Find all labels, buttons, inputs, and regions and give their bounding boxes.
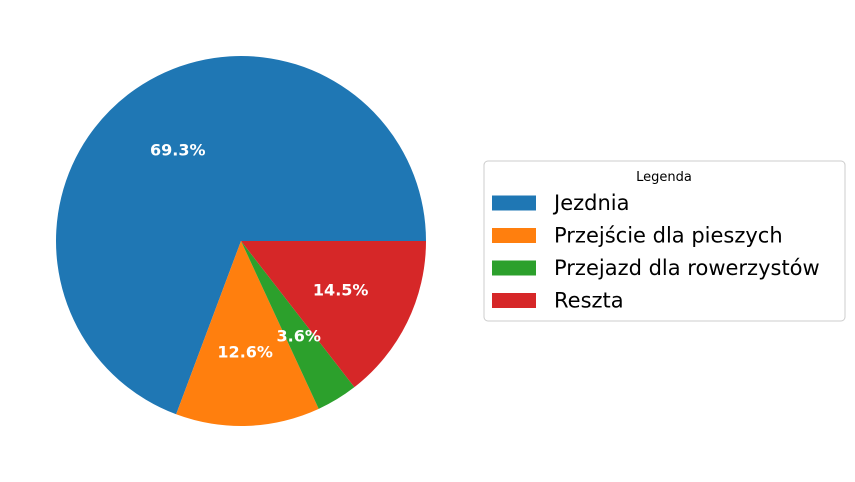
- legend-swatch-3: [492, 260, 536, 276]
- slice-percent-label-3: 3.6%: [277, 326, 321, 345]
- slice-percent-label-2: 12.6%: [217, 342, 273, 361]
- legend-label-2: Przejście dla pieszych: [554, 224, 783, 248]
- legend-label-3: Przejazd dla rowerzystów: [554, 256, 820, 280]
- pie-slice-2: [176, 241, 319, 427]
- slice-percent-label-1: 69.3%: [150, 140, 206, 159]
- legend-swatch-1: [492, 195, 536, 211]
- legend-items: Jezdnia Przejście dla pieszych Przejazd dl…: [492, 191, 820, 313]
- legend-label-1: Jezdnia: [552, 191, 629, 215]
- legend-title: Legenda: [636, 170, 692, 185]
- pie-slices: [55, 56, 426, 427]
- pie-slice-3: [241, 241, 355, 409]
- slice-percent-label-4: 14.5%: [313, 280, 369, 299]
- legend-label-4: Reszta: [554, 289, 624, 313]
- legend: Legenda Jezdnia Przejście dla pieszych Prz…: [483, 160, 846, 322]
- pie-slice-1: [55, 56, 426, 415]
- pie-slice-4: [241, 241, 426, 388]
- legend-frame: [483, 160, 846, 322]
- pie-slice-labels: 69.3% 12.6%3.6% 14.5%: [150, 140, 368, 361]
- legend-swatch-4: [492, 293, 536, 308]
- legend-swatch-2: [492, 228, 536, 243]
